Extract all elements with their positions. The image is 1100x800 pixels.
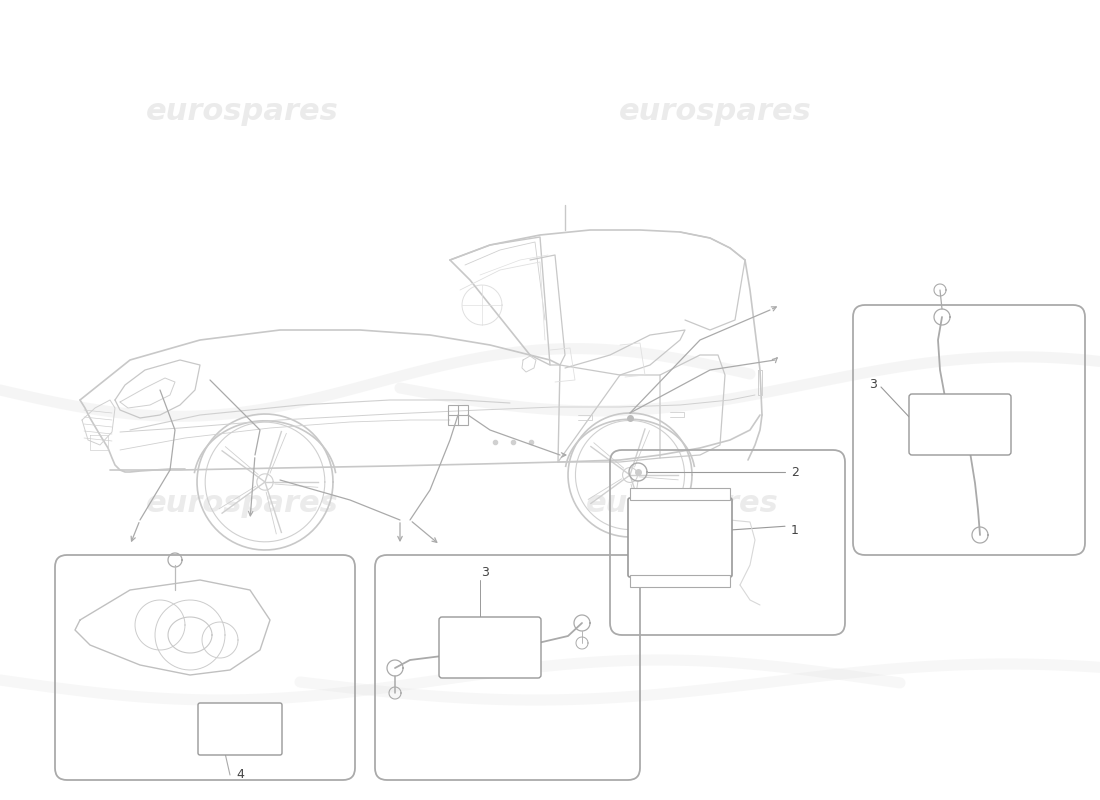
FancyBboxPatch shape (198, 703, 282, 755)
Text: 1: 1 (791, 523, 799, 537)
Text: 3: 3 (481, 566, 488, 579)
Text: eurospares: eurospares (145, 98, 339, 126)
Text: eurospares: eurospares (618, 98, 812, 126)
FancyBboxPatch shape (439, 617, 541, 678)
Text: eurospares: eurospares (145, 490, 339, 518)
FancyBboxPatch shape (628, 498, 732, 577)
Bar (630, 488, 730, 500)
Text: 3: 3 (869, 378, 877, 391)
Text: 4: 4 (236, 769, 244, 782)
Text: 2: 2 (791, 466, 799, 478)
Bar (630, 575, 730, 587)
FancyBboxPatch shape (909, 394, 1011, 455)
Text: eurospares: eurospares (585, 490, 779, 518)
